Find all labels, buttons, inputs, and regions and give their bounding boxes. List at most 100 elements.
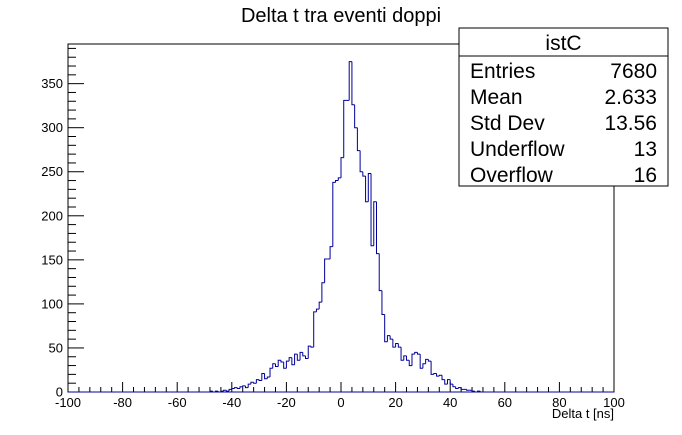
histogram-bin [477, 390, 481, 392]
x-tick-label: -60 [168, 395, 187, 410]
y-tick-label: 100 [41, 296, 63, 311]
stats-box-frame [458, 27, 669, 187]
histogram-bin [236, 387, 240, 389]
histogram-bin [411, 353, 415, 366]
histogram-bin [403, 355, 407, 361]
histogram-bin [242, 385, 246, 387]
histogram-bin [261, 372, 265, 381]
histogram-bin [373, 201, 377, 246]
histogram-bin [234, 387, 238, 389]
histogram-bin [457, 387, 462, 389]
histogram-series [68, 61, 614, 393]
stats-row-label: Mean [470, 86, 523, 109]
histogram-bin [419, 354, 423, 369]
histogram-bin [258, 379, 262, 382]
histogram-bin [375, 201, 380, 255]
histogram-bin [272, 363, 276, 369]
stats-row-value: 13 [634, 138, 657, 161]
histogram-bin [354, 104, 358, 129]
histogram-bin [356, 127, 361, 152]
histogram-bin [332, 181, 336, 247]
x-tick-label: 20 [388, 395, 402, 410]
stats-rows: Entries 7680 Mean 2.633 Std Dev 13.56 Underflo… [470, 60, 657, 187]
stats-row-label: Entries [470, 60, 535, 83]
stats-row-label: Std Dev [470, 112, 545, 135]
x-tick-label: 40 [443, 395, 457, 410]
histogram-bin [214, 390, 219, 392]
histogram-bin [313, 311, 317, 348]
histogram-bin [471, 390, 475, 392]
histogram-bin [302, 352, 306, 357]
histogram-bin [264, 373, 268, 380]
y-tick-label: 0 [56, 385, 63, 400]
stats-row-label: Underflow [470, 138, 565, 161]
histogram-bin [386, 335, 391, 342]
histogram-bin [244, 385, 249, 389]
y-tick-label: 300 [41, 120, 63, 135]
histogram-bin [425, 358, 429, 364]
histogram-bin [280, 360, 284, 363]
histogram-bin [427, 359, 432, 362]
x-tick-label: -80 [113, 395, 132, 410]
stats-row-value: 2.633 [604, 86, 657, 109]
histogram-bin [307, 345, 311, 359]
histogram-bin [212, 391, 216, 393]
histogram-bin [367, 173, 372, 202]
histogram-bin [438, 374, 443, 377]
histogram-bin [288, 357, 292, 362]
x-tick-label: 60 [498, 395, 512, 410]
histogram-bin [474, 391, 478, 393]
histogram-bin [209, 390, 213, 392]
histogram-bin [305, 355, 309, 360]
histogram-bin [283, 362, 287, 369]
histogram-bin [449, 379, 453, 385]
histogram-bin [335, 180, 339, 183]
histogram-bin [291, 357, 295, 366]
histogram-bin [225, 390, 230, 392]
histogram-bin [446, 379, 451, 385]
histogram-bin [220, 390, 224, 392]
histogram-bin [255, 379, 260, 384]
histogram-bin [392, 339, 396, 348]
y-tick-label: 200 [41, 208, 63, 223]
histogram-bin [414, 351, 418, 355]
histogram-bin [397, 343, 402, 348]
stats-box-name: istC [545, 32, 581, 55]
histogram-bin [310, 346, 314, 348]
histogram-bin [223, 389, 227, 392]
histogram-bin [343, 99, 347, 158]
y-axis: 0 50 100 150 200 250 300 350 [41, 47, 84, 400]
histogram-bin [315, 308, 320, 312]
histogram-bin [329, 246, 333, 259]
stats-row-label: Overflow [470, 164, 554, 187]
stats-row-value: 16 [634, 164, 657, 187]
histogram-bin [444, 379, 448, 385]
histogram-bin [408, 360, 412, 367]
histogram-bin [294, 353, 298, 365]
y-tick-label: 350 [41, 76, 63, 91]
histogram-bin [321, 282, 325, 303]
histogram-bin [433, 372, 437, 375]
histogram-bin [452, 384, 456, 388]
x-tick-label: 80 [552, 395, 566, 410]
histogram-bin [299, 351, 303, 361]
histogram-bin [324, 258, 328, 283]
histogram-bin [228, 388, 232, 392]
histogram-bin [400, 347, 404, 361]
y-tick-label: 150 [41, 252, 63, 267]
histogram-bin [217, 391, 221, 393]
x-axis-title: Delta t [ns] [552, 406, 614, 421]
histogram-bin [430, 361, 434, 375]
histogram-bin [436, 373, 440, 377]
histogram-bin [337, 177, 341, 181]
histogram-bin [340, 157, 344, 178]
histogram-bin [247, 383, 251, 388]
x-tick-label: 100 [603, 395, 625, 410]
stats-box: istC Entries 7680 Mean 2.633 Std Dev 13.56 Und… [458, 27, 669, 187]
histogram-bin [389, 335, 393, 340]
histogram-bin [250, 381, 254, 385]
y-tick-label: 50 [49, 340, 63, 355]
x-axis: -100 -80 -60 -40 -20 0 20 40 60 80 100 [55, 382, 625, 410]
histogram-bin [239, 386, 243, 389]
histogram-bin [348, 61, 352, 101]
